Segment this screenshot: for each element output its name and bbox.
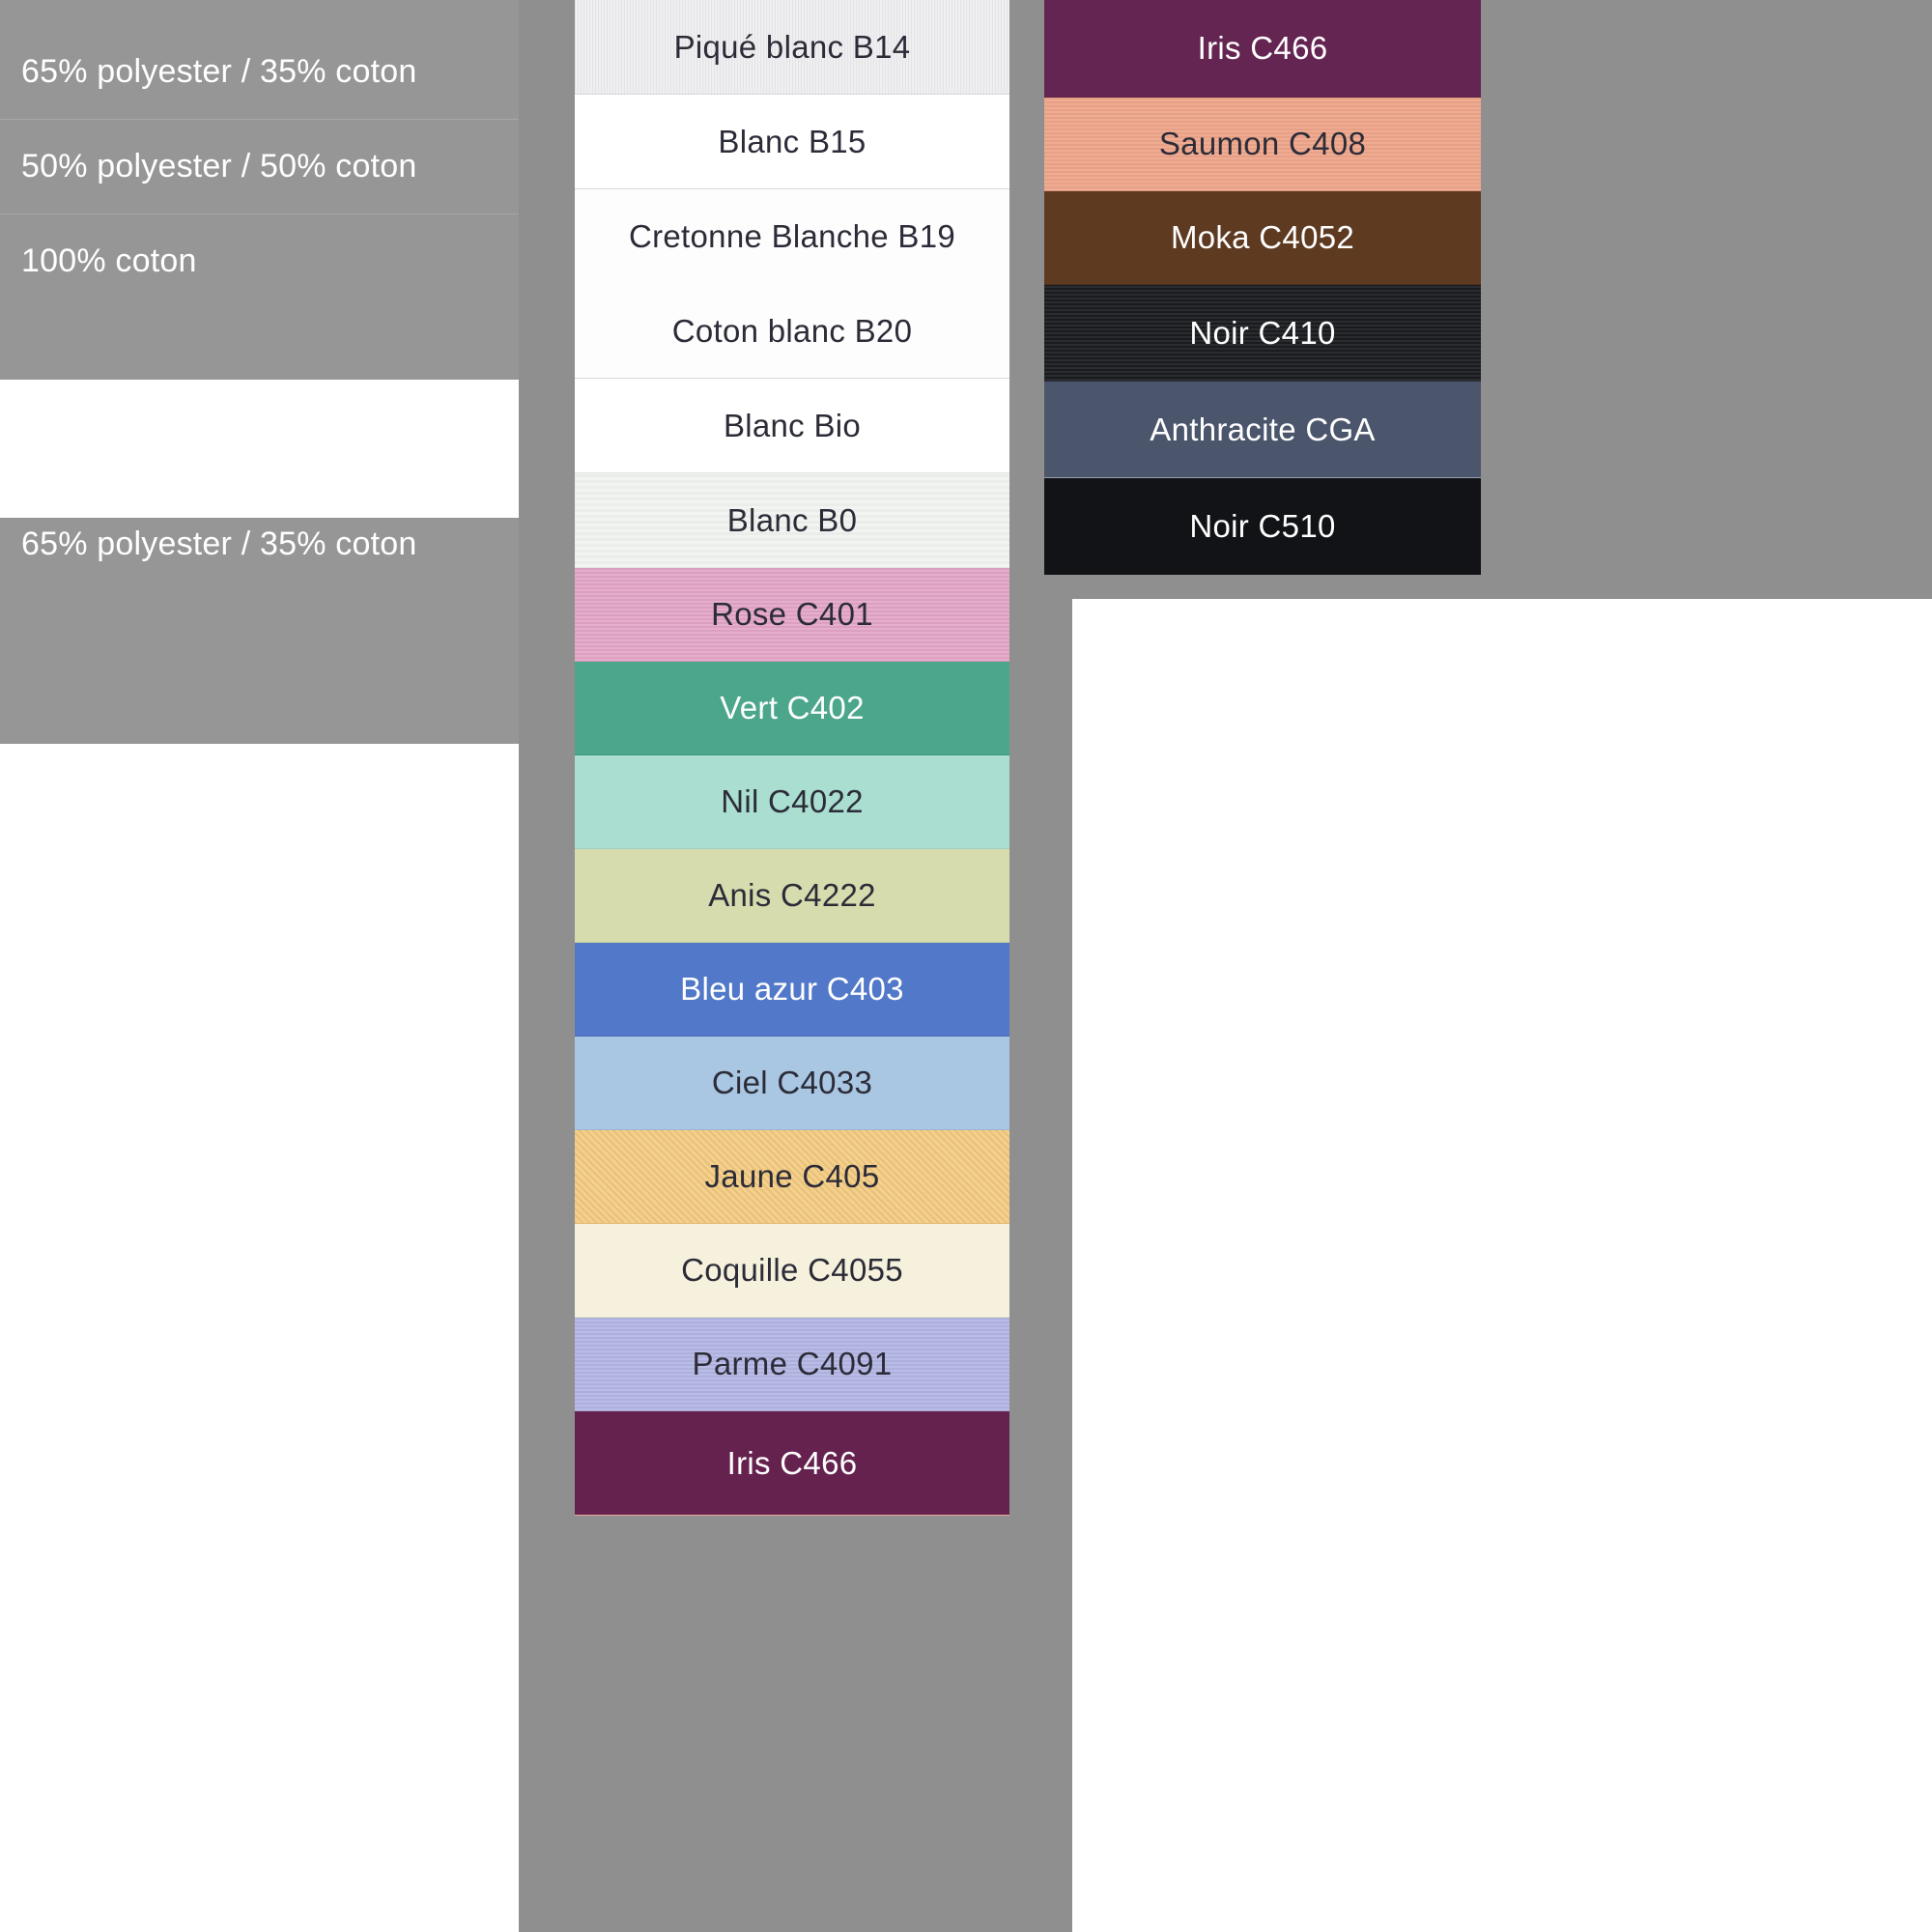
- swatch-label: Parme C4091: [692, 1346, 893, 1381]
- swatch-item[interactable]: Blanc B15: [575, 95, 1009, 189]
- swatch-item[interactable]: Noir C510: [1044, 478, 1481, 575]
- swatch-item[interactable]: Rose C401: [575, 568, 1009, 662]
- swatch-label: Rose C401: [711, 596, 873, 632]
- swatch-item[interactable]: Anthracite CGA: [1044, 382, 1481, 478]
- swatch-item[interactable]: Moka C4052: [1044, 191, 1481, 285]
- swatch-label: Nil C4022: [721, 783, 864, 819]
- swatch-label: Cretonne Blanche B19: [628, 217, 956, 254]
- swatch-label: Anis C4222: [708, 877, 876, 913]
- swatch-item[interactable]: Blanc Bio: [575, 379, 1009, 473]
- color-swatch-column[interactable]: Iris C466 Saumon C408 Moka C4052 Noir C410 A…: [1044, 0, 1481, 575]
- material-panel-white-gap: [0, 380, 519, 518]
- swatch-label: Iris C466: [726, 1444, 858, 1481]
- swatch-item[interactable]: Vert C402: [575, 662, 1009, 755]
- swatch-label: Noir C410: [1189, 314, 1336, 351]
- swatch-item[interactable]: Jaune C405: [575, 1130, 1009, 1224]
- swatch-label: Bleu azur C403: [680, 971, 904, 1007]
- swatch-item[interactable]: Coton blanc B20: [575, 284, 1009, 379]
- swatch-label: Coton blanc B20: [671, 312, 913, 349]
- swatch-item[interactable]: Iris C466: [1044, 0, 1481, 98]
- swatch-label: Noir C510: [1189, 507, 1336, 544]
- material-row[interactable]: 65% polyester / 35% coton: [0, 497, 519, 591]
- swatch-item[interactable]: Saumon C408: [1044, 98, 1481, 191]
- swatch-label: Blanc Bio: [723, 407, 862, 443]
- swatch-item[interactable]: Piqué blanc B14: [575, 0, 1009, 95]
- material-label: 65% polyester / 35% coton: [21, 52, 417, 90]
- fabric-swatch-column[interactable]: Piqué blanc B14 Blanc B15 Cretonne Blanche…: [575, 0, 1009, 1516]
- material-label: 100% coton Bio: [21, 430, 254, 468]
- material-label: 65% polyester / 35% coton: [21, 525, 417, 562]
- swatch-label: Moka C4052: [1170, 219, 1355, 255]
- left-white-area: [0, 744, 519, 1932]
- swatch-label: Vert C402: [720, 690, 865, 725]
- swatch-item[interactable]: Parme C4091: [575, 1318, 1009, 1411]
- swatch-label: Anthracite CGA: [1150, 411, 1376, 447]
- material-row[interactable]: 65% polyester / 35% coton: [0, 24, 519, 119]
- swatch-label: Iris C466: [1197, 30, 1328, 66]
- bottom-right-white-area: [1072, 599, 1932, 1932]
- material-row[interactable]: 100% coton Bio: [0, 402, 519, 497]
- swatch-item[interactable]: Blanc B0: [575, 473, 1009, 568]
- swatch-item[interactable]: Bleu azur C403: [575, 943, 1009, 1037]
- swatch-label: Blanc B15: [718, 123, 867, 159]
- material-row-divider: [0, 119, 519, 120]
- swatch-label: Blanc B0: [726, 501, 858, 538]
- swatch-label: Piqué blanc B14: [673, 28, 911, 65]
- swatch-item[interactable]: Anis C4222: [575, 849, 1009, 943]
- swatch-label: Coquille C4055: [681, 1252, 903, 1288]
- material-panel-block-top: [0, 0, 519, 380]
- material-row-divider: [0, 213, 519, 214]
- swatch-label: Jaune C405: [704, 1158, 880, 1194]
- material-label: 50% polyester / 50% coton: [21, 147, 417, 185]
- material-panel-block-bottom: [0, 518, 519, 744]
- swatch-item[interactable]: Iris C466: [575, 1411, 1009, 1516]
- swatch-label: Ciel C4033: [711, 1065, 873, 1100]
- swatch-item[interactable]: Ciel C4033: [575, 1037, 1009, 1130]
- material-row[interactable]: 100% coton: [0, 213, 519, 308]
- swatch-item[interactable]: Cretonne Blanche B19: [575, 189, 1009, 284]
- material-row[interactable]: 50% polyester / 50% coton: [0, 119, 519, 213]
- swatch-item[interactable]: Coquille C4055: [575, 1224, 1009, 1318]
- swatch-item[interactable]: Nil C4022: [575, 755, 1009, 849]
- swatch-item[interactable]: Noir C410: [1044, 285, 1481, 382]
- swatch-label: Saumon C408: [1158, 126, 1367, 161]
- material-composition-panel: 65% polyester / 35% coton 50% polyester /…: [0, 0, 519, 744]
- material-label: 100% coton: [21, 242, 197, 279]
